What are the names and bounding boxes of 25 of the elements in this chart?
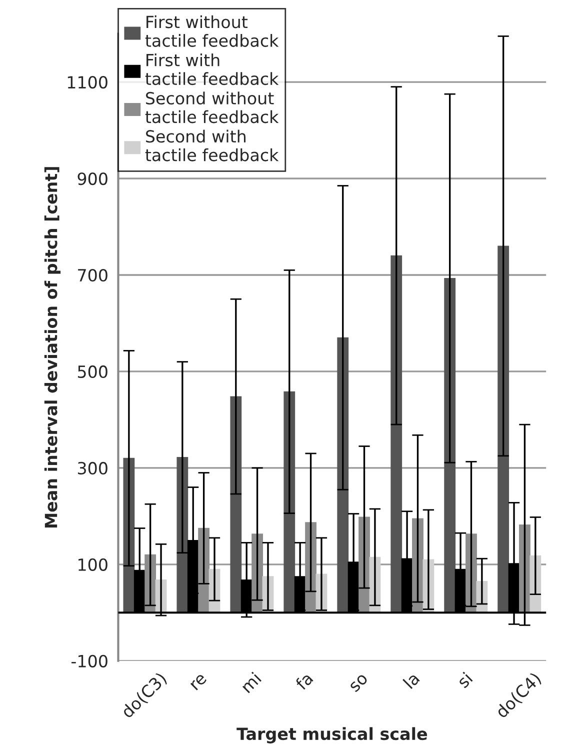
bar [230,396,242,613]
legend-label: Second without tactile feedback [145,92,279,124]
y-tick-label: 100 [78,558,108,571]
y-tick-label: 900 [78,172,108,186]
y-tick-label: 700 [78,268,108,282]
y-axis-title: Mean interval deviation of pitch [cent] [44,167,61,528]
x-tick-label: la [402,672,420,690]
bar [444,278,456,613]
x-tick-label: si [456,672,473,688]
x-tick-label: re [190,674,208,690]
x-tick-label: mi [240,672,262,694]
bar [498,246,510,613]
x-tick-label: so [350,674,368,692]
legend-label: First without tactile feedback [145,15,279,47]
x-axis-title: Target musical scale [236,727,427,744]
legend-label: Second with tactile feedback [145,130,279,162]
legend-label: First with tactile feedback [145,54,279,86]
y-tick-label: 300 [78,462,108,474]
bar [390,255,402,613]
y-tick-label: 1100 [68,76,108,89]
y-tick-label: 500 [78,365,108,378]
bar [284,391,296,613]
x-tick-label: fa [294,672,314,691]
bar [337,337,349,613]
y-tick-label: -100 [71,654,108,668]
